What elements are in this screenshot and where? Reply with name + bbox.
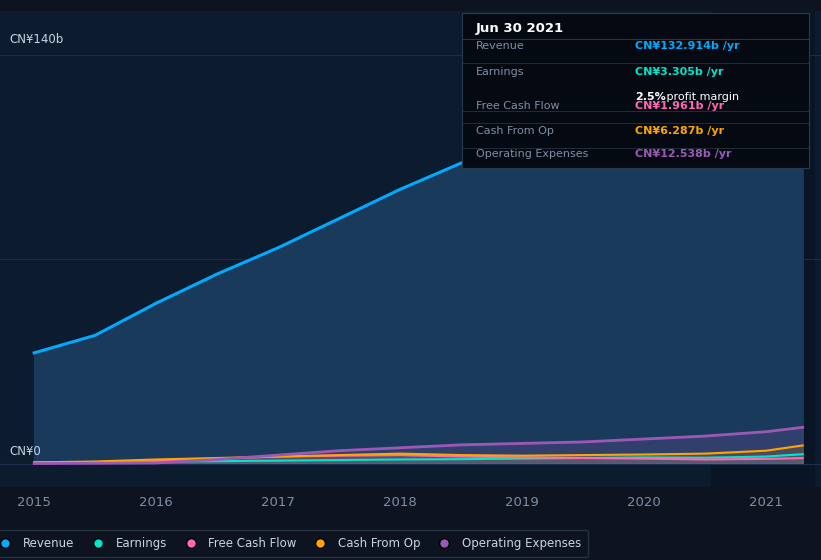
Text: CN¥132.914b /yr: CN¥132.914b /yr: [635, 41, 740, 51]
Text: Operating Expenses: Operating Expenses: [476, 150, 589, 160]
Text: Cash From Op: Cash From Op: [476, 126, 554, 136]
Text: Earnings: Earnings: [476, 67, 525, 77]
Text: CN¥12.538b /yr: CN¥12.538b /yr: [635, 150, 732, 160]
Text: CN¥6.287b /yr: CN¥6.287b /yr: [635, 126, 725, 136]
Text: 2.5%: 2.5%: [635, 92, 666, 102]
Text: Jun 30 2021: Jun 30 2021: [476, 22, 564, 35]
Text: Free Cash Flow: Free Cash Flow: [476, 101, 560, 111]
Text: CN¥1.961b /yr: CN¥1.961b /yr: [635, 101, 725, 111]
Text: CN¥3.305b /yr: CN¥3.305b /yr: [635, 67, 724, 77]
FancyBboxPatch shape: [462, 13, 809, 168]
Legend: Revenue, Earnings, Free Cash Flow, Cash From Op, Operating Expenses: Revenue, Earnings, Free Cash Flow, Cash …: [0, 530, 589, 557]
Text: Revenue: Revenue: [476, 41, 525, 51]
Text: profit margin: profit margin: [663, 92, 739, 102]
Text: CN¥0: CN¥0: [10, 445, 42, 458]
Text: CN¥140b: CN¥140b: [10, 33, 64, 46]
Bar: [711, 11, 815, 487]
